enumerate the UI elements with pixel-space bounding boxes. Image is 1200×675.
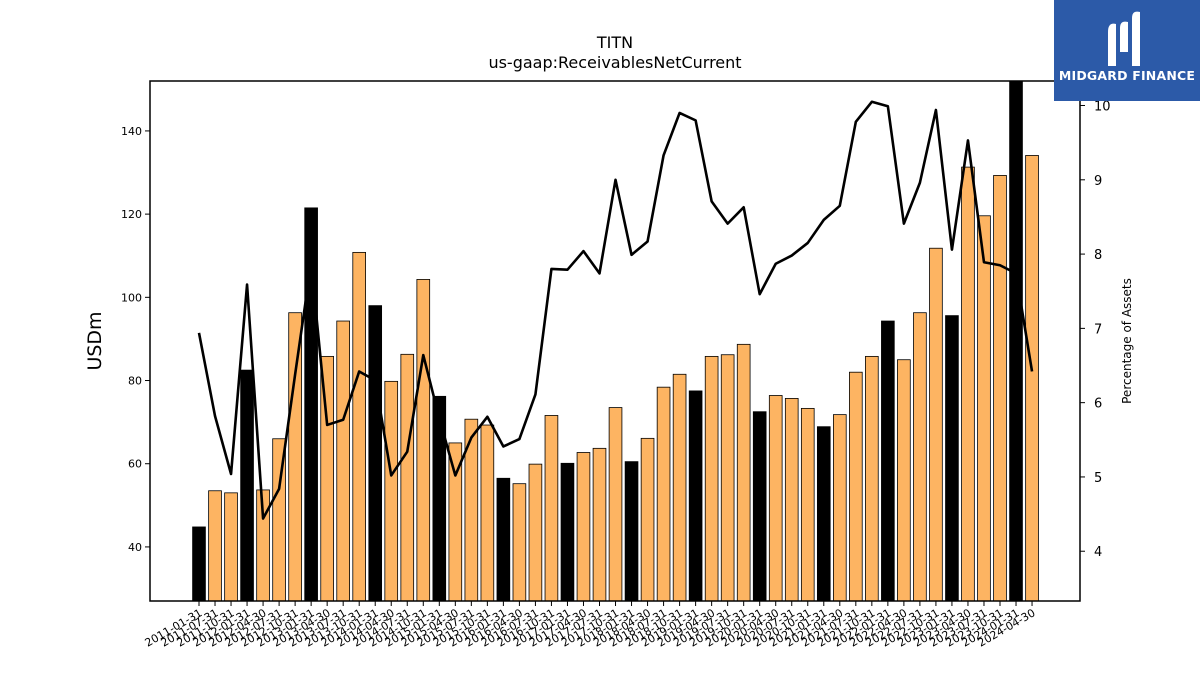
bar — [1025, 155, 1039, 602]
bar — [961, 166, 975, 602]
brand-mark-icon — [1108, 11, 1140, 66]
y2-tick-label: 5 — [1094, 471, 1102, 486]
bar — [512, 483, 527, 602]
bar — [640, 437, 655, 602]
bar — [384, 380, 399, 602]
bar — [480, 424, 495, 602]
bar — [624, 461, 639, 602]
chart-title: TITN — [596, 33, 633, 52]
bar — [576, 452, 591, 602]
y2-tick-label: 10 — [1094, 100, 1111, 115]
y-tick-label: 120 — [121, 208, 142, 221]
bar — [784, 398, 799, 602]
y2-tick-label: 8 — [1094, 248, 1102, 263]
bar — [592, 447, 607, 602]
bar — [560, 462, 575, 602]
bar — [288, 312, 302, 602]
bar — [656, 386, 671, 602]
chart-subtitle: us-gaap:ReceivablesNetCurrent — [488, 53, 741, 72]
bar — [368, 305, 383, 602]
bar — [240, 369, 254, 602]
bar — [897, 359, 911, 602]
y-tick-label: 100 — [121, 291, 142, 304]
bar — [336, 320, 350, 602]
bar — [929, 247, 943, 602]
bar — [352, 251, 366, 602]
bar — [416, 279, 431, 602]
brand-logo: MIDGARD FINANCE — [1054, 0, 1200, 101]
bar — [752, 411, 767, 602]
bar — [849, 371, 863, 602]
bar — [833, 414, 847, 602]
bar — [224, 492, 238, 602]
bar — [496, 477, 511, 602]
bar — [432, 395, 447, 602]
bar — [672, 373, 687, 602]
bar — [865, 355, 879, 602]
axes-layer: 406080100120140456789102011-01-312011-07… — [121, 100, 1111, 650]
y-tick-label: 140 — [121, 125, 142, 138]
bar — [881, 320, 895, 602]
bar — [768, 395, 783, 602]
line-layer — [197, 100, 1034, 520]
bar — [528, 463, 543, 602]
y2-tick-label: 9 — [1094, 174, 1102, 189]
bar — [977, 215, 991, 602]
bar — [736, 343, 751, 602]
y2-tick-label: 4 — [1094, 545, 1102, 560]
bar — [993, 175, 1007, 602]
bar — [320, 355, 334, 602]
bar — [945, 315, 959, 602]
y-tick-label: 40 — [128, 541, 142, 554]
bar — [816, 426, 831, 602]
y2-tick-label: 7 — [1094, 322, 1102, 337]
bar — [688, 390, 703, 602]
bar — [800, 407, 815, 602]
plot-frame — [149, 80, 1081, 602]
bar — [208, 490, 222, 602]
bar — [1009, 80, 1023, 602]
bar — [192, 526, 206, 602]
y-tick-label: 60 — [128, 458, 142, 471]
y-tick-label: 80 — [128, 375, 142, 388]
brand-name: MIDGARD FINANCE — [1058, 68, 1196, 83]
bar — [608, 407, 623, 602]
y2-axis-label: Percentage of Assets — [1120, 278, 1134, 404]
bar — [704, 355, 719, 602]
bar — [544, 415, 559, 602]
y-axis-label: USDm — [84, 311, 106, 370]
bar — [720, 354, 735, 602]
y2-tick-label: 6 — [1094, 397, 1102, 412]
bar — [913, 312, 927, 602]
percentage-line — [197, 100, 1034, 520]
bar — [400, 353, 415, 602]
